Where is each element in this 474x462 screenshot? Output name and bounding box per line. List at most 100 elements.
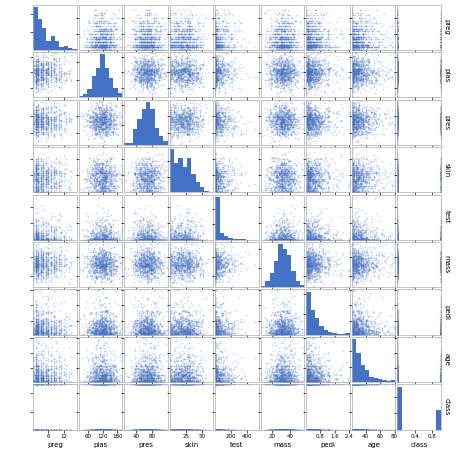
Point [32, 264, 39, 271]
Point [153, 364, 161, 371]
Point [50, 255, 57, 262]
Point [349, 172, 356, 180]
Point [310, 267, 318, 274]
Point [170, 43, 177, 51]
Point [50, 378, 57, 386]
Point [288, 323, 295, 331]
Point [278, 236, 286, 243]
Point [220, 41, 228, 48]
Point [284, 236, 292, 243]
Point [375, 319, 383, 327]
Point [211, 169, 219, 176]
Point [217, 372, 225, 380]
Point [93, 36, 100, 43]
Point [311, 25, 319, 32]
Point [307, 9, 314, 16]
Point [140, 30, 148, 37]
Point [131, 80, 138, 88]
Point [277, 156, 284, 163]
Point [316, 370, 323, 377]
Point [189, 331, 197, 338]
Point [394, 19, 401, 27]
Point [99, 260, 107, 267]
Point [349, 249, 356, 256]
Point [321, 168, 329, 176]
Point [277, 64, 285, 72]
Point [306, 43, 314, 51]
Point [223, 426, 231, 433]
Point [32, 225, 39, 233]
Point [29, 329, 37, 337]
Point [360, 159, 367, 167]
Point [211, 161, 219, 168]
Point [362, 260, 369, 267]
Point [213, 426, 220, 433]
Point [42, 259, 50, 266]
Point [177, 36, 184, 43]
Point [45, 249, 52, 257]
Point [188, 351, 196, 358]
Point [350, 121, 358, 128]
Point [213, 51, 221, 59]
Point [437, 236, 445, 243]
Point [281, 174, 289, 181]
Point [212, 367, 219, 375]
Point [173, 38, 181, 46]
Point [281, 166, 289, 174]
Point [394, 182, 401, 190]
Point [45, 236, 52, 243]
Point [105, 19, 113, 27]
Point [349, 119, 356, 126]
Point [349, 75, 356, 83]
Point [394, 106, 401, 113]
Point [273, 103, 281, 110]
Point [303, 28, 310, 35]
Point [350, 109, 358, 116]
Point [325, 25, 333, 32]
Point [283, 43, 290, 51]
Point [40, 162, 47, 169]
Point [358, 115, 366, 122]
Point [394, 225, 401, 232]
Point [147, 370, 155, 377]
Point [211, 168, 219, 176]
Point [210, 381, 217, 388]
Point [29, 378, 37, 385]
Point [211, 129, 219, 136]
Point [287, 365, 295, 372]
Point [285, 174, 292, 181]
Point [353, 232, 360, 239]
Point [107, 228, 115, 236]
Point [181, 262, 189, 270]
Point [290, 175, 297, 182]
Point [94, 104, 102, 112]
Point [68, 115, 75, 122]
Point [144, 236, 152, 243]
Point [307, 262, 315, 269]
Point [216, 372, 224, 380]
Point [47, 71, 55, 78]
Point [356, 325, 363, 332]
Point [211, 358, 219, 365]
Point [109, 362, 116, 369]
Point [394, 234, 401, 242]
Point [334, 43, 342, 51]
Point [47, 236, 55, 243]
Point [166, 116, 173, 123]
Point [139, 65, 147, 72]
Point [45, 65, 52, 72]
Point [394, 378, 401, 386]
Point [273, 320, 281, 327]
Point [305, 236, 312, 243]
Point [315, 375, 323, 382]
Point [310, 283, 317, 290]
Point [288, 236, 295, 243]
Point [394, 263, 401, 270]
Point [273, 174, 281, 181]
Point [285, 116, 292, 123]
Point [437, 188, 445, 196]
Point [187, 225, 194, 233]
Point [211, 68, 219, 75]
Point [96, 381, 103, 388]
Point [212, 77, 220, 84]
